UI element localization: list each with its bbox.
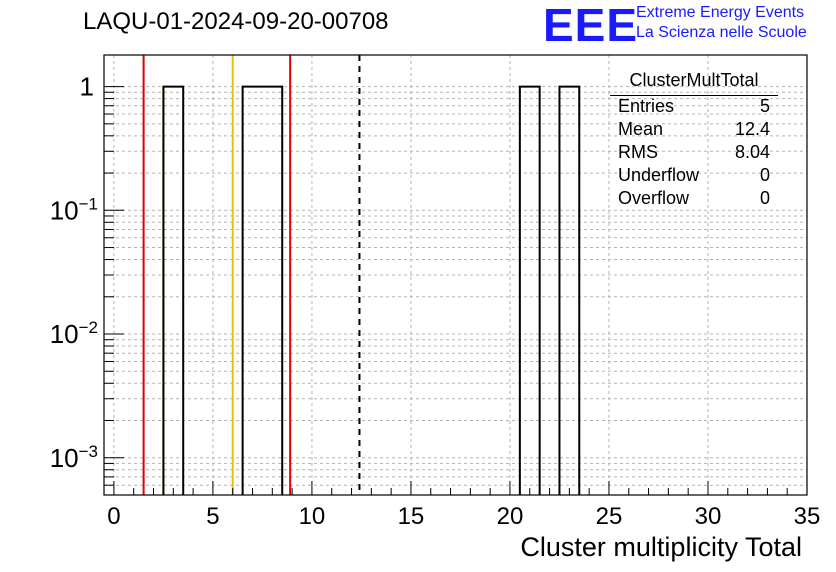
logo-line-2: La Scienza nelle Scuole	[636, 24, 807, 41]
stats-row-entries: Entries 5	[610, 96, 778, 119]
y-tick-label: 1	[80, 72, 94, 102]
stats-value: 8.04	[734, 142, 770, 162]
stats-row-underflow: Underflow 0	[610, 165, 778, 188]
x-tick-label: 30	[695, 503, 722, 530]
plot-title: LAQU-01-2024-09-20-00708	[83, 8, 389, 35]
x-tick-label: 10	[299, 503, 326, 530]
stats-value: 0	[759, 165, 770, 185]
x-tick-label: 25	[596, 503, 623, 530]
stats-box: ClusterMultTotal Entries 5 Mean 12.4 RMS…	[610, 70, 778, 211]
eee-logo: EEE	[543, 2, 638, 48]
y-tick-label: 10−3	[50, 442, 98, 473]
histogram-bars	[162, 85, 581, 495]
stats-label: Mean	[618, 119, 664, 139]
histogram-bar	[241, 85, 284, 495]
histogram-bar	[162, 85, 185, 495]
stats-label: Underflow	[618, 165, 700, 185]
stats-label: RMS	[618, 142, 658, 162]
stats-row-mean: Mean 12.4	[610, 119, 778, 142]
eee-logo-text: EEE	[543, 0, 639, 51]
stats-title: ClusterMultTotal	[610, 70, 778, 96]
logo-line-1: Extreme Energy Events	[636, 4, 805, 21]
stats-value: 5	[759, 96, 770, 116]
histogram-bar	[518, 85, 541, 495]
stats-value: 12.4	[734, 119, 770, 139]
stats-value: 0	[759, 188, 770, 208]
histogram-bar	[558, 85, 581, 495]
x-tick-label: 35	[794, 503, 821, 530]
x-tick-label: 5	[206, 503, 219, 530]
x-tick-label: 15	[398, 503, 425, 530]
axis-ticks	[104, 86, 808, 496]
tick-labels: 0 5 10 15 20 25 30 35 1 10−1 10−2 10−3	[50, 72, 821, 530]
x-tick-label: 20	[497, 503, 524, 530]
stats-row-rms: RMS 8.04	[610, 142, 778, 165]
stats-row-overflow: Overflow 0	[610, 188, 778, 211]
x-tick-label: 0	[107, 503, 120, 530]
x-axis-label: Cluster multiplicity Total	[520, 532, 802, 562]
y-tick-label: 10−2	[50, 318, 98, 349]
stats-label: Overflow	[618, 188, 690, 208]
y-tick-label: 10−1	[50, 194, 98, 225]
stats-label: Entries	[618, 96, 675, 116]
